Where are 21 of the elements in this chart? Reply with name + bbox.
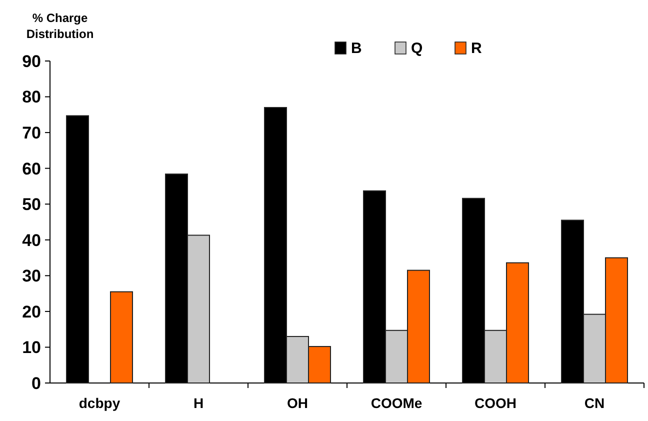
y-axis-title: % Charge Distribution <box>26 11 94 41</box>
y-tick-label: 60 <box>22 159 41 178</box>
y-tick-label: 30 <box>22 266 41 286</box>
x-tick-label: H <box>193 395 204 411</box>
y-tick-label: 40 <box>22 230 41 250</box>
x-tick-label: OH <box>287 395 308 411</box>
x-tick-label: dcbpy <box>78 395 120 411</box>
y-tick-label: 20 <box>22 302 41 322</box>
legend-label: Q <box>411 40 423 57</box>
bar <box>110 291 133 384</box>
y-tick-label: 90 <box>22 52 41 71</box>
legend-label: R <box>471 40 482 57</box>
y-tick-label: 10 <box>22 338 41 358</box>
y-tick-label: 50 <box>22 195 41 214</box>
y-tick-label: 80 <box>22 88 41 107</box>
x-tick-label: CN <box>584 395 605 411</box>
x-tick-label: COOH <box>474 395 516 411</box>
x-tick-label: COOMe <box>370 395 422 411</box>
y-tick-label: 70 <box>22 124 41 143</box>
y-tick-label: 0 <box>32 374 41 393</box>
legend-label: B <box>351 40 362 57</box>
